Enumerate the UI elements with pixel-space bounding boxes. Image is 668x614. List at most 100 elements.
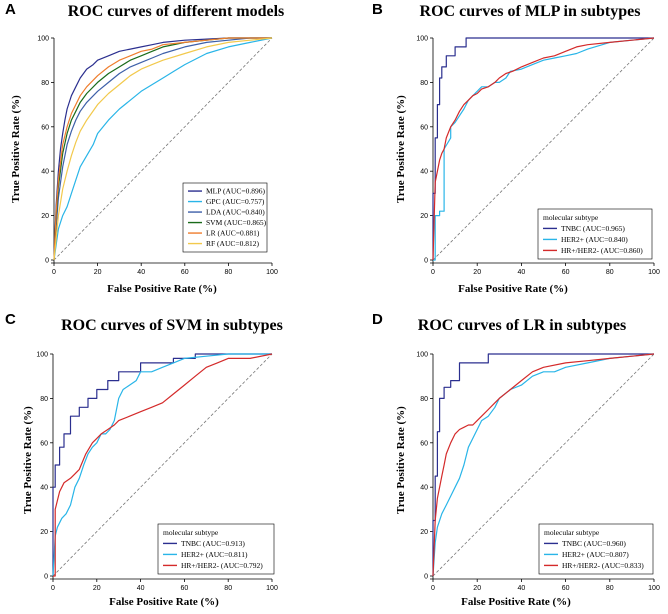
panel-label-a: A [5,1,16,18]
x-tick-label: 100 [266,585,278,592]
roc-curve-tnbc [432,353,654,576]
panel-c-ylabel: True Positive Rate (%) [22,406,34,514]
legend-entry: LR (AUC=0.881) [206,229,260,238]
roc-curve-lr [53,37,272,261]
panel-a-chance-diagonal [53,37,273,261]
x-tick-label: 100 [648,585,660,592]
panel-a-legend: MLP (AUC=0.896)GPC (AUC=0.757) LDA (AUC=0… [182,182,268,253]
legend-title: molecular subtype [544,528,600,537]
x-tick-label: 60 [181,585,189,592]
panel-d-plot: 0 20 40 60 80 100 0 20 40 60 80 100 molecular subtyp… [416,352,660,593]
legend-entry: GPC (AUC=0.757) [206,197,265,206]
x-tick-label: 20 [93,585,101,592]
panel-d-title: ROC curves of LR in subtypes [418,317,626,334]
roc-curve-hr-her2 [53,353,273,577]
y-tick-label: 40 [40,485,48,492]
panel-d-ylabel: True Positive Rate (%) [395,406,407,514]
y-tick-label: 100 [416,352,428,359]
panel-label-d: D [372,311,383,328]
legend-entry: SVM (AUC=0.865) [206,218,267,227]
panel-b-title: ROC curves of MLP in subtypes [420,3,641,20]
y-tick-label: 20 [41,213,49,220]
y-tick-label: 100 [416,36,428,43]
x-tick-label: 60 [562,269,570,276]
roc-curve-her2 [52,353,272,577]
panel-a-title: ROC curves of different models [68,3,285,20]
panel-c: C ROC curves of SVM in subtypes 0 20 40 60 8… [5,311,283,608]
roc-curve-hr-her2 [432,353,655,577]
panel-label-c: C [5,311,16,328]
legend-entry: HR+/HER2- (AUC=0.792) [181,561,263,570]
y-tick-label: 80 [420,396,428,403]
panel-a: A ROC curves of different models 0 20 40 60… [5,1,284,295]
roc-curve-mlp [53,37,272,261]
x-tick-label: 40 [518,585,526,592]
panel-label-b: B [372,1,383,18]
panel-c-xlabel: False Positive Rate (%) [109,596,219,608]
y-tick-label: 20 [40,529,48,536]
x-tick-label: 40 [137,269,145,276]
x-tick-label: 0 [52,269,56,276]
panel-a-ylabel: True Positive Rate (%) [10,95,22,203]
x-tick-label: 40 [137,585,145,592]
legend-entry: RF (AUC=0.812) [206,239,259,248]
panel-b: B ROC curves of MLP in subtypes 0 20 40 60 8… [372,1,660,295]
x-tick-label: 60 [181,269,189,276]
y-tick-label: 40 [420,485,428,492]
legend-entry: TNBC (AUC=0.913) [181,539,245,548]
roc-curve-tnbc [52,353,272,576]
x-tick-label: 80 [224,585,232,592]
legend-entry: HER2+ (AUC=0.840) [561,235,628,244]
legend-title: molecular subtype [543,213,599,222]
panel-d-xlabel: False Positive Rate (%) [461,596,571,608]
y-tick-label: 20 [420,529,428,536]
y-tick-label: 80 [420,80,428,87]
y-tick-label: 80 [40,396,48,403]
x-tick-label: 100 [266,269,278,276]
x-tick-label: 80 [225,269,233,276]
x-tick-label: 20 [473,269,481,276]
legend-entry: MLP (AUC=0.896) [206,187,265,196]
x-tick-label: 80 [606,585,614,592]
x-tick-label: 20 [473,585,481,592]
x-tick-label: 0 [51,585,55,592]
y-tick-label: 40 [41,169,49,176]
x-tick-label: 60 [562,585,570,592]
panel-a-plot: 0 20 40 60 80 100 0 20 40 60 80 100 MLP (AUC=0.896)G… [37,36,278,277]
x-tick-label: 40 [518,269,526,276]
roc-curve-lda [53,37,272,261]
legend-title: molecular subtype [163,528,219,537]
panel-d: D ROC curves of LR in subtypes 0 20 40 60 80… [372,311,660,608]
y-tick-label: 100 [37,36,49,43]
panel-a-xlabel: False Positive Rate (%) [107,283,217,295]
y-tick-label: 60 [41,124,49,131]
panel-d-chance-diagonal [432,353,655,577]
roc-curve-her2 [432,353,655,577]
legend-box [182,182,268,253]
panel-d-legend: molecular subtype TNBC (AUC=0.960) HER2+ (… [538,523,654,575]
y-tick-label: 80 [41,80,49,87]
y-tick-label: 100 [36,352,48,359]
panel-b-ylabel: True Positive Rate (%) [395,95,407,203]
legend-entry: HER2+ (AUC=0.811) [181,550,248,559]
y-tick-label: 60 [40,440,48,447]
x-tick-label: 100 [648,269,660,276]
roc-curve-hr-her2 [432,37,655,261]
y-tick-label: 20 [420,213,428,220]
legend-entry: LDA (AUC=0.840) [206,208,265,217]
y-tick-label: 60 [420,440,428,447]
y-tick-label: 0 [45,258,49,265]
x-tick-label: 20 [94,269,102,276]
panel-c-chance-diagonal [52,353,273,577]
panel-c-plot: 0 20 40 60 80 100 0 20 40 60 80 100 molecular subtyp… [36,352,278,593]
roc-curve-tnbc [432,37,654,260]
legend-entry: TNBC (AUC=0.965) [561,224,625,233]
y-tick-label: 40 [420,169,428,176]
panel-b-xlabel: False Positive Rate (%) [458,283,568,295]
panel-c-title: ROC curves of SVM in subtypes [61,317,283,334]
roc-curve-rf [53,37,273,261]
panel-b-plot: 0 20 40 60 80 100 0 20 40 60 80 100 molecular subtyp… [416,36,660,277]
y-tick-label: 0 [44,574,48,581]
legend-entry: HR+/HER2- (AUC=0.833) [562,561,644,570]
x-tick-label: 0 [431,269,435,276]
